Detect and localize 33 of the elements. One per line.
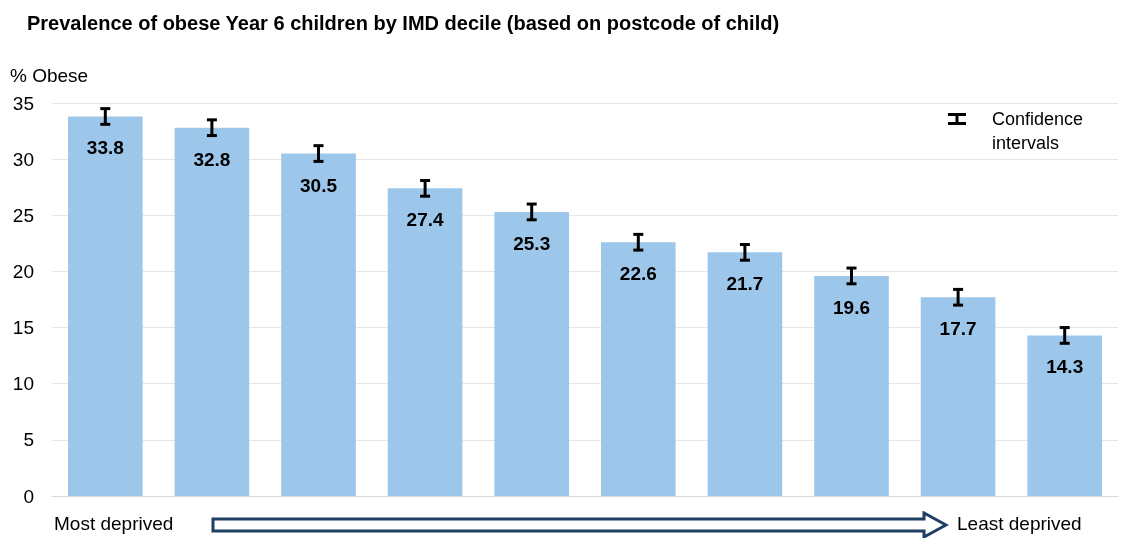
y-tick-label: 10 bbox=[12, 373, 34, 395]
data-label: 33.8 bbox=[86, 137, 124, 159]
y-tick-label: 35 bbox=[12, 92, 34, 114]
text: Most deprived bbox=[54, 513, 174, 535]
data-label: 30.5 bbox=[300, 174, 338, 196]
bar bbox=[174, 127, 250, 496]
data-label: 32.8 bbox=[193, 148, 231, 170]
bar bbox=[707, 252, 783, 496]
text: Least deprived bbox=[957, 513, 1082, 535]
y-tick-label: 25 bbox=[12, 204, 34, 226]
bar bbox=[920, 297, 996, 496]
y-tick-label: 15 bbox=[12, 317, 34, 339]
data-label: 22.6 bbox=[619, 263, 657, 285]
bar bbox=[814, 275, 889, 496]
data-label: 17.7 bbox=[939, 318, 977, 340]
y-tick-label: 20 bbox=[12, 260, 34, 282]
bar bbox=[600, 242, 676, 496]
data-label: 25.3 bbox=[513, 232, 551, 254]
bar bbox=[1027, 335, 1103, 496]
annotation: Confidence intervals bbox=[992, 108, 1085, 155]
y-tick-label: 5 bbox=[23, 429, 34, 451]
data-label: 14.3 bbox=[1046, 356, 1084, 378]
data-label: 21.7 bbox=[726, 273, 764, 295]
bar bbox=[387, 188, 463, 496]
y-axis-title: % Obese bbox=[10, 65, 89, 86]
bar bbox=[281, 153, 356, 496]
data-label: 27.4 bbox=[406, 209, 445, 231]
y-tick-label: 0 bbox=[23, 485, 34, 507]
y-tick-label: 30 bbox=[12, 148, 34, 170]
chart-title: Prevalence of obese Year 6 children by IMD decile (based on postcode of child) bbox=[27, 12, 780, 34]
bar bbox=[67, 116, 143, 496]
data-label: 19.6 bbox=[833, 296, 870, 318]
bar bbox=[494, 211, 570, 496]
